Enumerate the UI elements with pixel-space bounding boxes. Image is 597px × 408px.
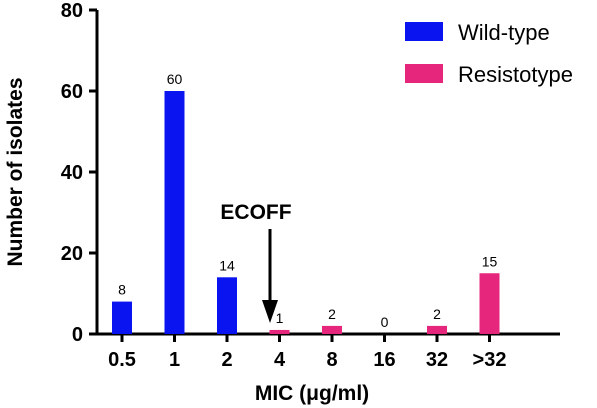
bars xyxy=(112,91,500,334)
bar-resistotype-8 xyxy=(322,325,342,334)
y-tick-label-40: 40 xyxy=(61,162,83,184)
data-label-4: 1 xyxy=(276,310,284,326)
bar-wild-type-0-5 xyxy=(112,301,132,334)
bar-wild-type-1 xyxy=(164,91,185,334)
legend-swatch-wild-type xyxy=(405,22,443,41)
bar-wild-type-2 xyxy=(217,277,237,334)
data-labels: 8 60 14 1 2 0 2 15 xyxy=(118,71,497,330)
y-axis-title: Number of isolates xyxy=(4,77,27,266)
legend: Wild-type Resistotype xyxy=(405,20,573,87)
data-label-2: 14 xyxy=(219,257,235,273)
ecoff-annotation: ECOFF xyxy=(220,201,292,323)
x-axis: 0.5 1 2 4 8 16 32 >32 xyxy=(95,332,560,371)
x-tick-label-32: >32 xyxy=(473,349,507,371)
y-tick-label-80: 80 xyxy=(61,0,83,22)
y-tick-label-0: 0 xyxy=(72,324,83,346)
data-label-0-5: 8 xyxy=(118,282,126,298)
y-tick-label-60: 60 xyxy=(61,81,83,103)
x-tick-label-8: 8 xyxy=(326,349,337,371)
y-tick-label-20: 20 xyxy=(61,243,83,265)
legend-label-resistotype: Resistotype xyxy=(458,62,573,87)
x-tick-label-4: 4 xyxy=(274,349,286,371)
y-axis: 0 20 40 60 80 xyxy=(61,0,99,346)
legend-label-wild-type: Wild-type xyxy=(458,20,550,45)
data-label-1: 60 xyxy=(167,71,183,87)
x-tick-label-1: 1 xyxy=(169,349,180,371)
x-tick-label-2: 2 xyxy=(221,349,232,371)
bar-resistotype-32 xyxy=(479,273,500,334)
x-tick-label-32: 32 xyxy=(426,349,448,371)
data-label-8: 2 xyxy=(328,306,336,322)
ecoff-arrow-head xyxy=(262,300,278,323)
bar-resistotype-4 xyxy=(269,329,290,334)
data-label-32: 2 xyxy=(433,306,441,322)
legend-swatch-resistotype xyxy=(405,64,443,83)
ecoff-label: ECOFF xyxy=(220,201,291,224)
x-axis-title: MIC (μg/ml) xyxy=(255,382,369,405)
data-label-32: 15 xyxy=(482,253,498,269)
data-label-16: 0 xyxy=(381,314,389,330)
x-tick-label-0-5: 0.5 xyxy=(108,349,136,371)
bar-resistotype-32 xyxy=(427,325,447,334)
x-tick-label-16: 16 xyxy=(373,349,395,371)
